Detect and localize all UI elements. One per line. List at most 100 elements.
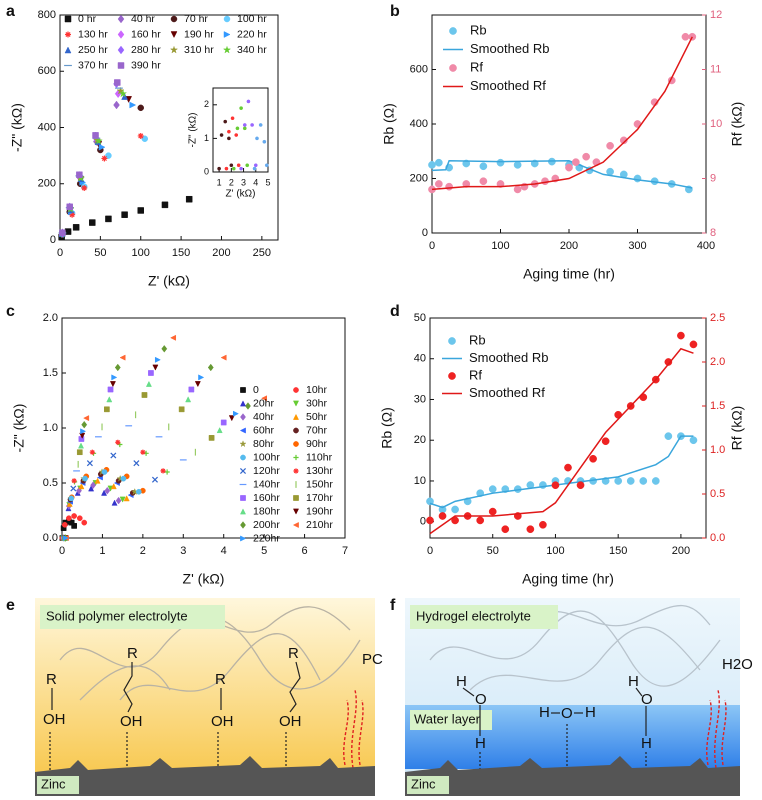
marker bbox=[111, 374, 118, 381]
marker bbox=[479, 162, 488, 171]
legend-label: 70hr bbox=[306, 424, 328, 436]
legend-label: 100hr bbox=[253, 451, 280, 463]
legend-swatch bbox=[292, 400, 300, 407]
marker bbox=[426, 516, 434, 525]
marker bbox=[677, 331, 685, 340]
marker bbox=[231, 166, 236, 171]
marker bbox=[106, 396, 113, 403]
legend-label: 20hr bbox=[253, 397, 275, 409]
marker bbox=[114, 363, 121, 372]
legend-label: Smoothed Rb bbox=[470, 41, 550, 56]
legend-label: Smoothed Rf bbox=[469, 385, 545, 400]
legend-swatch bbox=[222, 45, 232, 54]
atom-o: O bbox=[475, 691, 487, 708]
marker bbox=[137, 104, 144, 111]
legend-label: 30hr bbox=[306, 397, 328, 409]
x-tick-label: 300 bbox=[628, 240, 646, 252]
legend-label: 120hr bbox=[253, 465, 280, 477]
marker bbox=[98, 143, 106, 151]
marker bbox=[118, 89, 128, 98]
release-arrows bbox=[343, 689, 364, 769]
oh-group: OH bbox=[279, 713, 302, 730]
marker bbox=[513, 185, 522, 194]
oh-group: OH bbox=[43, 711, 66, 728]
marker bbox=[224, 166, 229, 171]
legend-label: 0 hr bbox=[78, 13, 97, 25]
series-line bbox=[431, 36, 693, 191]
legend-swatch bbox=[449, 64, 457, 72]
label-box bbox=[40, 605, 225, 629]
series-line bbox=[429, 435, 694, 509]
x-tick-label: 4 bbox=[221, 545, 227, 557]
marker bbox=[230, 116, 235, 121]
x-axis-label: Aging time (hr) bbox=[523, 266, 615, 282]
marker bbox=[107, 386, 114, 393]
marker bbox=[105, 215, 112, 223]
marker bbox=[223, 119, 228, 124]
marker bbox=[76, 171, 83, 178]
marker bbox=[488, 507, 497, 516]
y-tick-label: 10 bbox=[414, 475, 426, 487]
legend-label: 220 hr bbox=[237, 28, 267, 40]
marker bbox=[451, 505, 459, 514]
marker bbox=[264, 163, 269, 168]
x-tick-label: 2 bbox=[229, 177, 234, 187]
marker bbox=[92, 132, 99, 139]
legend-swatch bbox=[293, 454, 299, 461]
marker bbox=[76, 515, 83, 521]
marker bbox=[219, 133, 224, 137]
x-axis-label: Z' (kΩ) bbox=[183, 571, 225, 587]
marker bbox=[70, 485, 77, 492]
marker bbox=[208, 435, 215, 441]
marker bbox=[62, 534, 69, 542]
marker bbox=[239, 166, 243, 171]
marker bbox=[426, 497, 434, 506]
x-tick-label: 5 bbox=[261, 545, 267, 557]
marker bbox=[606, 167, 614, 176]
marker bbox=[71, 478, 77, 484]
electrolyte-label: Solid polymer electrolyte bbox=[46, 608, 188, 623]
legend-label: 40 hr bbox=[131, 13, 155, 25]
marker bbox=[90, 481, 97, 489]
y-tick-label: 40 bbox=[414, 353, 426, 365]
marker bbox=[113, 100, 120, 110]
marker bbox=[81, 184, 88, 191]
marker bbox=[161, 201, 169, 209]
x-tick-label: 4 bbox=[253, 177, 258, 187]
marker bbox=[119, 496, 126, 503]
legend-swatch bbox=[240, 387, 246, 393]
legend-label: 80hr bbox=[253, 438, 275, 450]
marker bbox=[86, 460, 93, 467]
plot-frame bbox=[61, 317, 346, 539]
marker bbox=[119, 354, 126, 361]
marker bbox=[232, 410, 240, 417]
marker bbox=[133, 460, 140, 467]
legend-swatch bbox=[239, 400, 247, 407]
marker bbox=[114, 79, 121, 86]
y2-axis-label: Rf (kΩ) bbox=[729, 406, 745, 451]
marker bbox=[601, 437, 610, 446]
y-tick-label: 200 bbox=[38, 178, 56, 190]
x-tick-label: 100 bbox=[546, 545, 564, 557]
y2-tick-label: 2.0 bbox=[710, 356, 725, 368]
marker bbox=[539, 520, 547, 529]
label-box bbox=[407, 776, 449, 794]
marker bbox=[89, 449, 95, 455]
marker bbox=[105, 152, 112, 159]
y-tick-label: 0 bbox=[420, 516, 426, 528]
panel-label: e bbox=[6, 597, 15, 614]
marker bbox=[101, 489, 108, 496]
x-tick-label: 150 bbox=[609, 545, 627, 557]
x-tick-label: 250 bbox=[253, 247, 271, 259]
marker bbox=[194, 381, 201, 388]
marker bbox=[664, 358, 673, 366]
marker bbox=[434, 180, 443, 188]
marker bbox=[164, 469, 170, 475]
y2-tick-label: 2.5 bbox=[710, 312, 725, 324]
oh-group: OH bbox=[120, 713, 143, 730]
marker bbox=[633, 174, 642, 183]
diagram-f: f Hydrogel electrolyte Water layer H O H… bbox=[390, 597, 753, 796]
r-group: R bbox=[127, 645, 138, 662]
x-tick-label: 100 bbox=[491, 240, 509, 252]
legend-label: 250 hr bbox=[78, 44, 108, 56]
